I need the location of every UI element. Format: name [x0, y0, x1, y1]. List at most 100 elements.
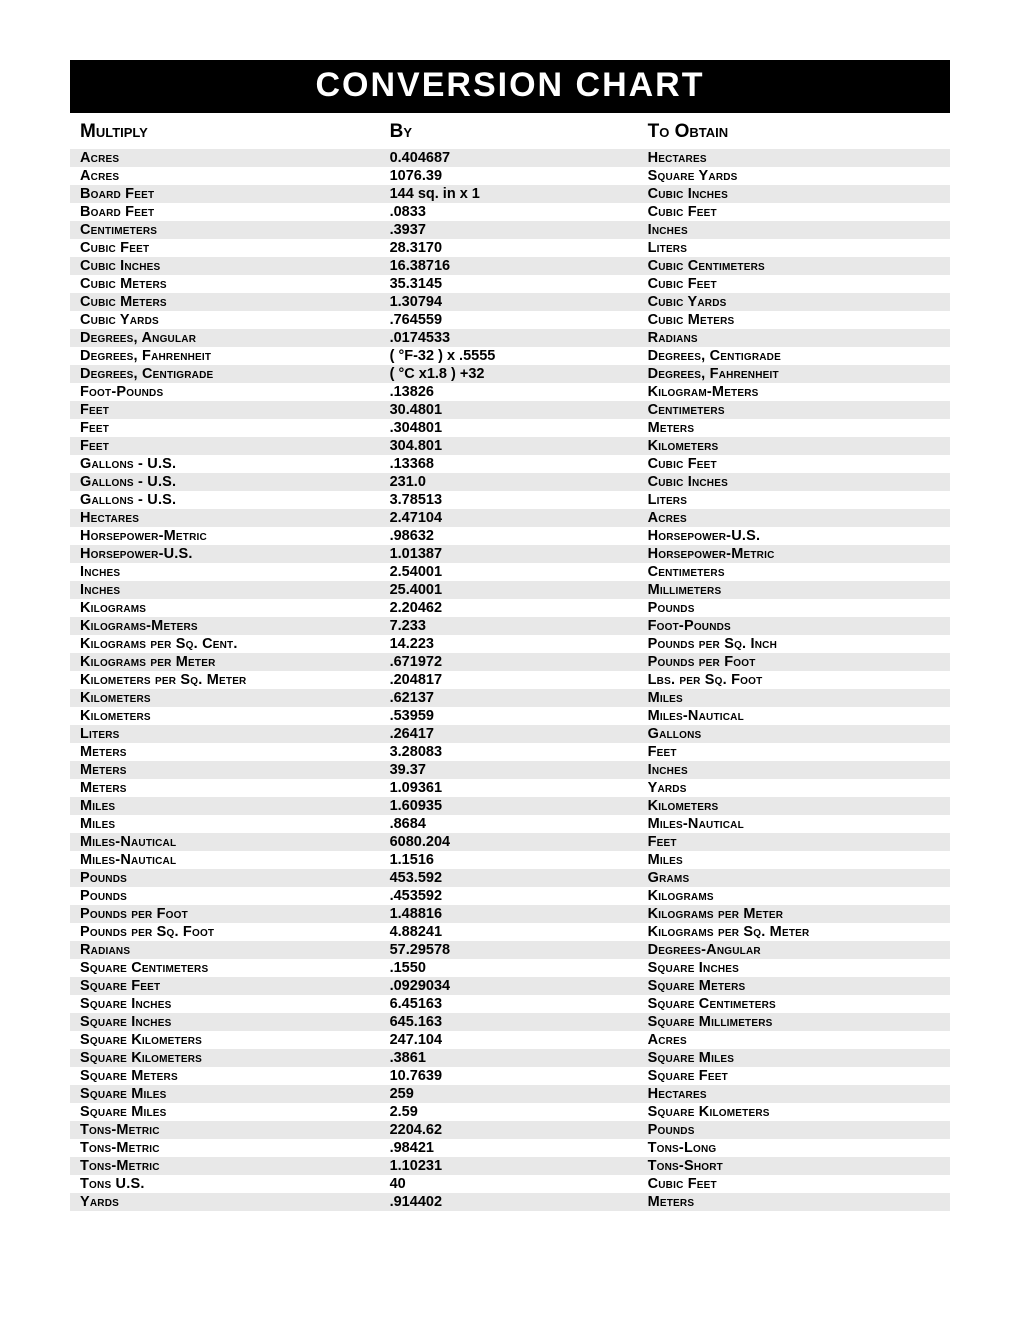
table-row: Meters1.09361Yards	[70, 779, 950, 797]
to-obtain-cell: Cubic Inches	[648, 186, 940, 202]
by-cell: ( °F-32 ) x .5555	[390, 348, 648, 364]
table-row: Inches25.4001Millimeters	[70, 581, 950, 599]
by-cell: 1076.39	[390, 168, 648, 184]
by-cell: .8684	[390, 816, 648, 832]
to-obtain-cell: Millimeters	[648, 582, 940, 598]
table-row: Cubic Yards.764559Cubic Meters	[70, 311, 950, 329]
table-row: Square Feet.0929034Square Meters	[70, 977, 950, 995]
table-row: Kilograms per Sq. Cent.14.223Pounds per …	[70, 635, 950, 653]
to-obtain-cell: Miles	[648, 852, 940, 868]
multiply-cell: Horsepower-Metric	[80, 528, 390, 544]
by-cell: 231.0	[390, 474, 648, 490]
by-cell: 2204.62	[390, 1122, 648, 1138]
table-row: Square Kilometers247.104Acres	[70, 1031, 950, 1049]
table-row: Cubic Meters1.30794Cubic Yards	[70, 293, 950, 311]
to-obtain-cell: Cubic Yards	[648, 294, 940, 310]
multiply-cell: Tons U.S.	[80, 1176, 390, 1192]
table-row: Foot-Pounds.13826Kilogram-Meters	[70, 383, 950, 401]
header-multiply: Multiply	[80, 121, 390, 143]
by-cell: 25.4001	[390, 582, 648, 598]
multiply-cell: Miles-Nautical	[80, 852, 390, 868]
multiply-cell: Tons-Metric	[80, 1158, 390, 1174]
by-cell: .62137	[390, 690, 648, 706]
to-obtain-cell: Square Miles	[648, 1050, 940, 1066]
multiply-cell: Square Inches	[80, 1014, 390, 1030]
by-cell: 1.01387	[390, 546, 648, 562]
multiply-cell: Kilometers per Sq. Meter	[80, 672, 390, 688]
multiply-cell: Tons-Metric	[80, 1122, 390, 1138]
to-obtain-cell: Square Inches	[648, 960, 940, 976]
multiply-cell: Inches	[80, 564, 390, 580]
by-cell: 28.3170	[390, 240, 648, 256]
table-row: Degrees, Centigrade( °C x1.8 ) +32Degree…	[70, 365, 950, 383]
table-row: Square Inches645.163Square Millimeters	[70, 1013, 950, 1031]
to-obtain-cell: Square Feet	[648, 1068, 940, 1084]
to-obtain-cell: Kilograms per Sq. Meter	[648, 924, 940, 940]
multiply-cell: Square Miles	[80, 1104, 390, 1120]
to-obtain-cell: Cubic Meters	[648, 312, 940, 328]
table-row: Tons-Metric1.10231Tons-Short	[70, 1157, 950, 1175]
multiply-cell: Liters	[80, 726, 390, 742]
to-obtain-cell: Kilogram-Meters	[648, 384, 940, 400]
table-row: Miles1.60935Kilometers	[70, 797, 950, 815]
multiply-cell: Pounds	[80, 888, 390, 904]
to-obtain-cell: Lbs. per Sq. Foot	[648, 672, 940, 688]
multiply-cell: Square Feet	[80, 978, 390, 994]
to-obtain-cell: Kilograms	[648, 888, 940, 904]
by-cell: .1550	[390, 960, 648, 976]
multiply-cell: Cubic Inches	[80, 258, 390, 274]
multiply-cell: Centimeters	[80, 222, 390, 238]
table-row: Square Kilometers.3861Square Miles	[70, 1049, 950, 1067]
table-row: Pounds per Foot1.48816Kilograms per Mete…	[70, 905, 950, 923]
by-cell: .204817	[390, 672, 648, 688]
by-cell: 259	[390, 1086, 648, 1102]
multiply-cell: Radians	[80, 942, 390, 958]
multiply-cell: Meters	[80, 780, 390, 796]
multiply-cell: Acres	[80, 168, 390, 184]
to-obtain-cell: Feet	[648, 744, 940, 760]
multiply-cell: Kilometers	[80, 708, 390, 724]
to-obtain-cell: Tons-Short	[648, 1158, 940, 1174]
table-row: Meters3.28083Feet	[70, 743, 950, 761]
to-obtain-cell: Kilograms per Meter	[648, 906, 940, 922]
to-obtain-cell: Pounds per Foot	[648, 654, 940, 670]
to-obtain-cell: Liters	[648, 492, 940, 508]
by-cell: 1.09361	[390, 780, 648, 796]
to-obtain-cell: Hectares	[648, 1086, 940, 1102]
by-cell: 3.28083	[390, 744, 648, 760]
to-obtain-cell: Cubic Feet	[648, 276, 940, 292]
multiply-cell: Square Kilometers	[80, 1050, 390, 1066]
to-obtain-cell: Miles-Nautical	[648, 708, 940, 724]
table-row: Miles.8684Miles-Nautical	[70, 815, 950, 833]
multiply-cell: Cubic Feet	[80, 240, 390, 256]
table-row: Kilometers.62137Miles	[70, 689, 950, 707]
by-cell: 144 sq. in x 1	[390, 186, 648, 202]
by-cell: ( °C x1.8 ) +32	[390, 366, 648, 382]
multiply-cell: Cubic Meters	[80, 276, 390, 292]
to-obtain-cell: Acres	[648, 510, 940, 526]
table-row: Tons-Metric.98421Tons-Long	[70, 1139, 950, 1157]
to-obtain-cell: Centimeters	[648, 402, 940, 418]
to-obtain-cell: Pounds per Sq. Inch	[648, 636, 940, 652]
table-row: Yards.914402Meters	[70, 1193, 950, 1211]
by-cell: 40	[390, 1176, 648, 1192]
by-cell: .26417	[390, 726, 648, 742]
multiply-cell: Board Feet	[80, 204, 390, 220]
table-row: Kilograms per Meter.671972Pounds per Foo…	[70, 653, 950, 671]
table-row: Tons U.S.40Cubic Feet	[70, 1175, 950, 1193]
table-row: Cubic Feet28.3170Liters	[70, 239, 950, 257]
multiply-cell: Pounds	[80, 870, 390, 886]
multiply-cell: Foot-Pounds	[80, 384, 390, 400]
to-obtain-cell: Gallons	[648, 726, 940, 742]
by-cell: 1.10231	[390, 1158, 648, 1174]
table-row: Inches2.54001Centimeters	[70, 563, 950, 581]
table-row: Square Miles2.59Square Kilometers	[70, 1103, 950, 1121]
column-headers: Multiply By To Obtain	[70, 117, 950, 149]
to-obtain-cell: Cubic Feet	[648, 204, 940, 220]
table-row: Feet304.801Kilometers	[70, 437, 950, 455]
to-obtain-cell: Inches	[648, 222, 940, 238]
table-row: Board Feet144 sq. in x 1Cubic Inches	[70, 185, 950, 203]
by-cell: 1.48816	[390, 906, 648, 922]
by-cell: 39.37	[390, 762, 648, 778]
to-obtain-cell: Degrees, Fahrenheit	[648, 366, 940, 382]
